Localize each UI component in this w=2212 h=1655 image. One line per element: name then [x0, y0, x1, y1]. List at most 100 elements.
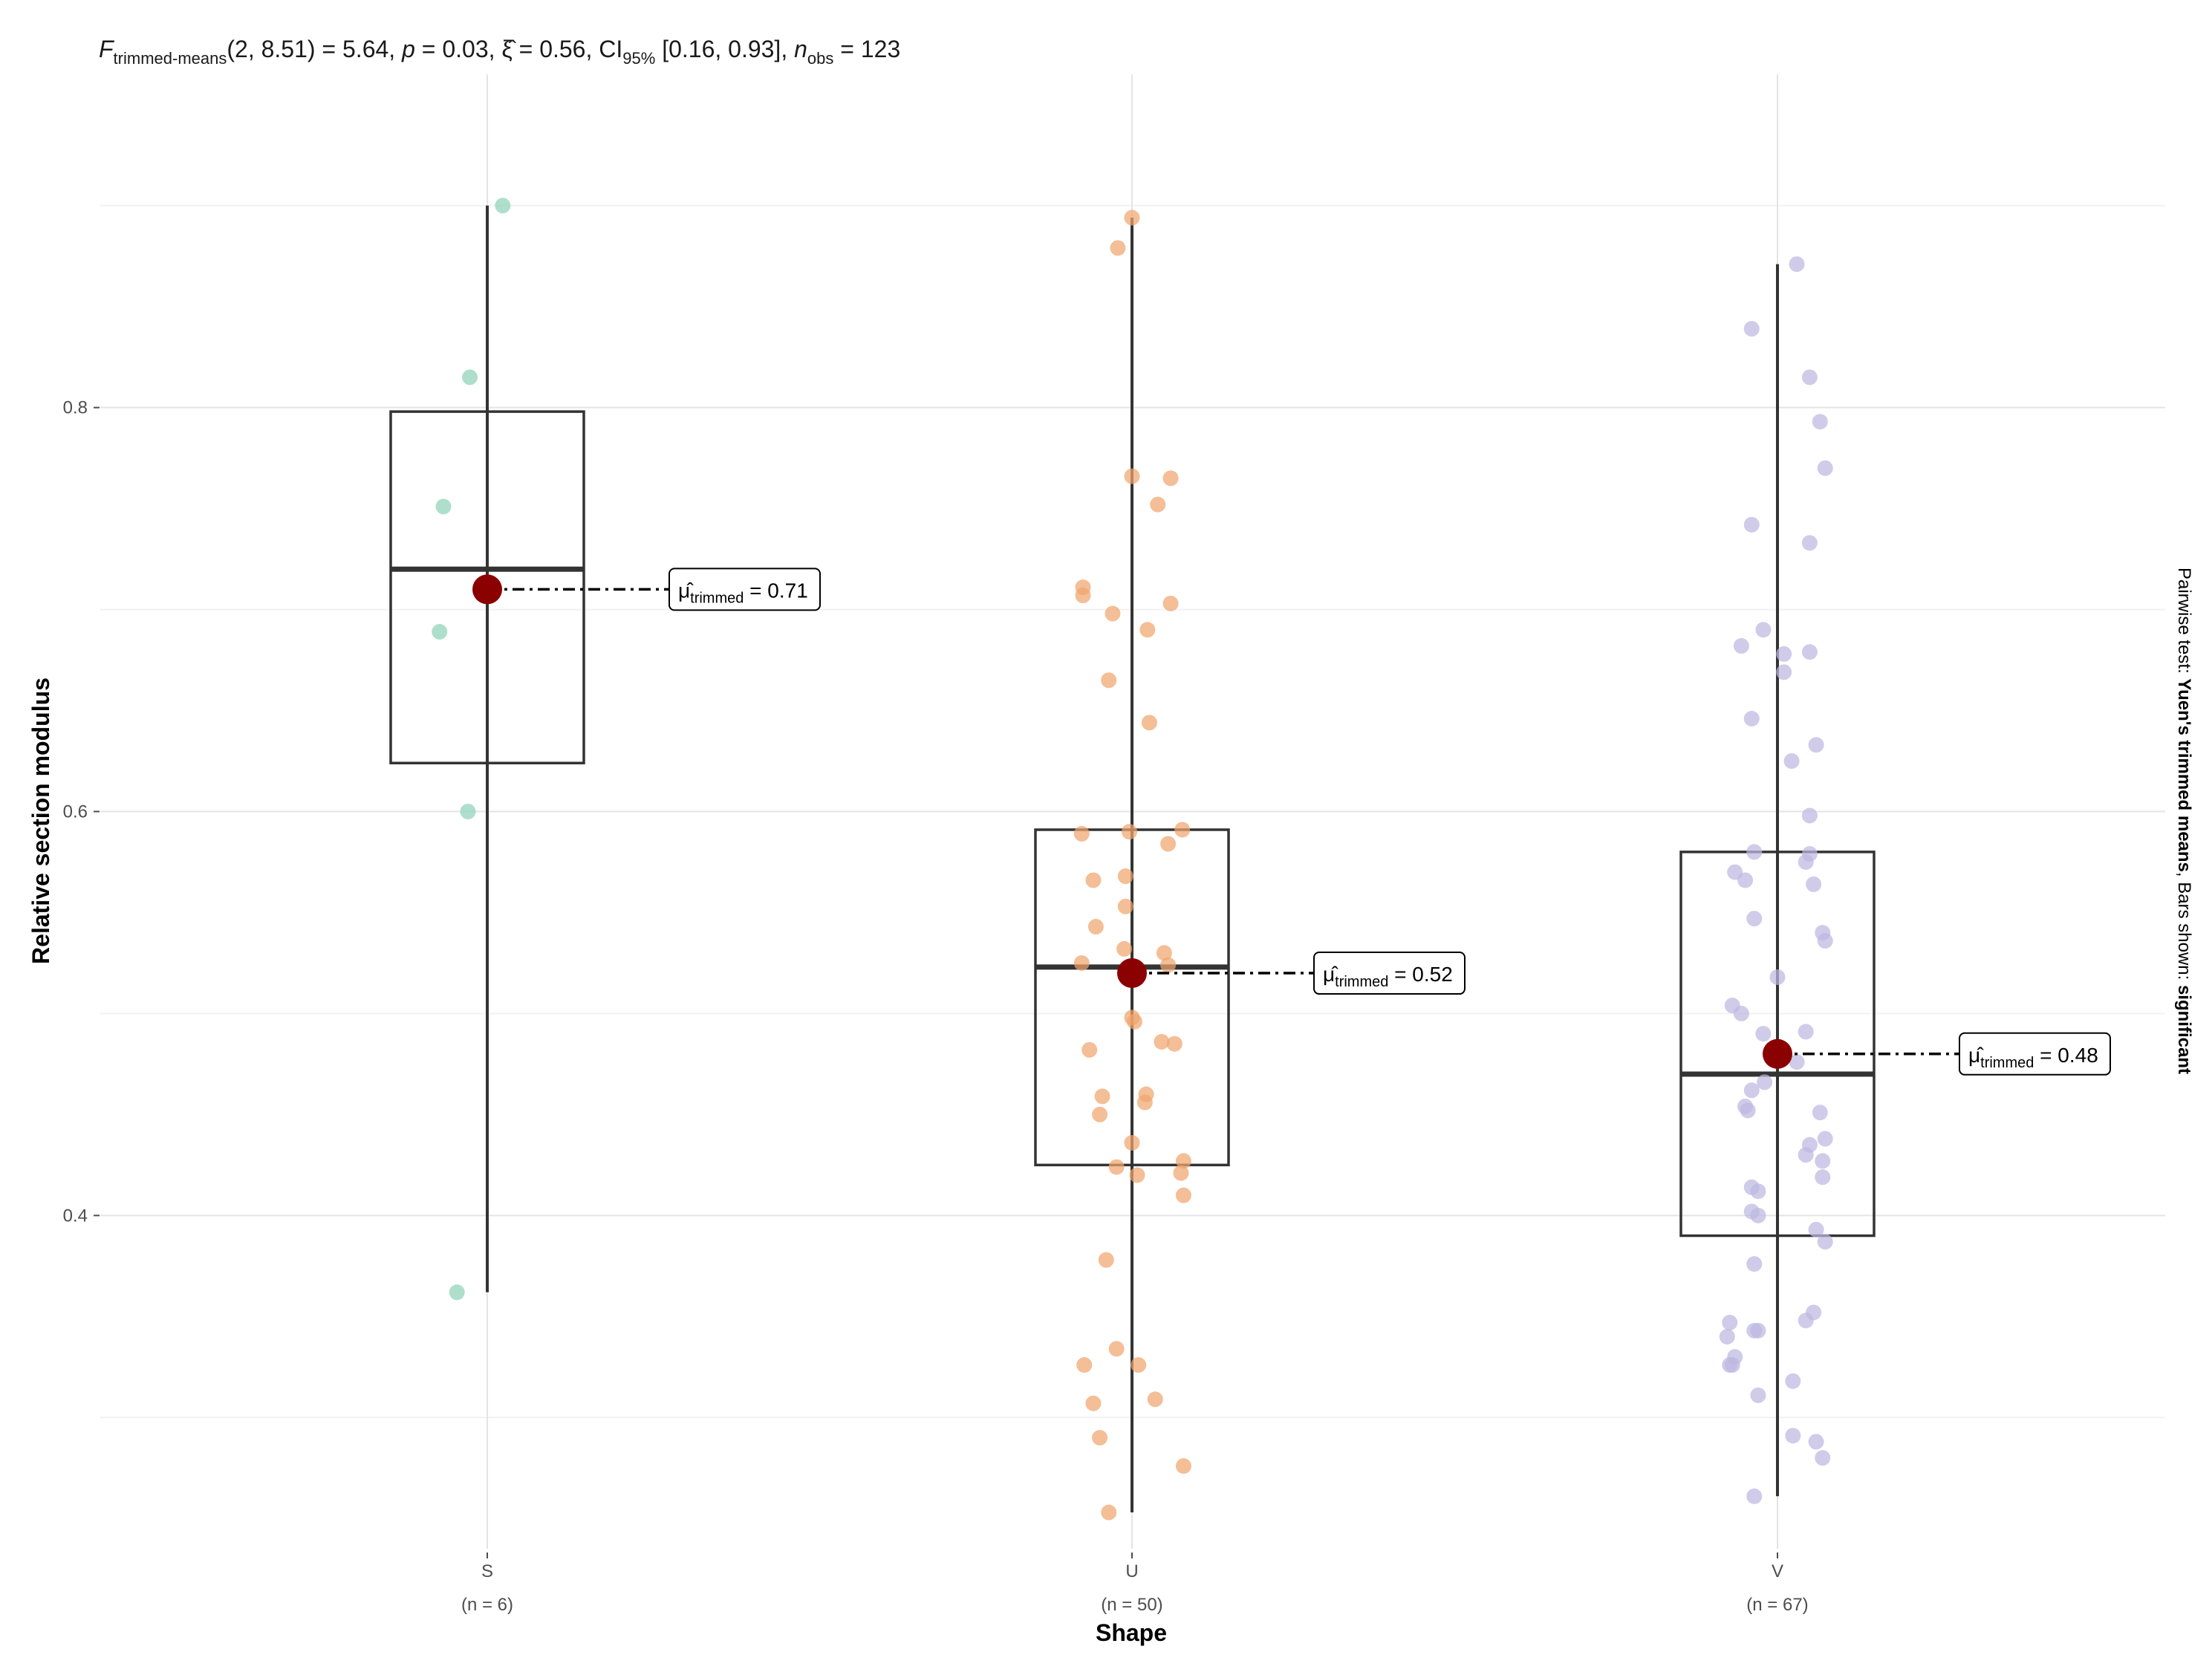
point-V	[1750, 1322, 1766, 1339]
y-tick-label: 0.6	[63, 802, 88, 822]
point-U	[1108, 1341, 1125, 1357]
point-V	[1815, 1169, 1831, 1186]
mean-label-U: μ̂trimmed = 0.52	[1323, 963, 1453, 990]
point-V	[1740, 1102, 1756, 1119]
point-V	[1746, 844, 1763, 860]
title-part3: = 0.56, CI	[513, 36, 623, 62]
title-part1: (2, 8.51) = 5.64,	[227, 36, 402, 62]
point-U	[1122, 824, 1138, 840]
point-U	[1105, 605, 1121, 622]
x-tick-label-V: V	[1772, 1561, 1783, 1581]
point-U	[1110, 240, 1126, 256]
point-V	[1733, 638, 1749, 654]
point-V	[1776, 664, 1792, 680]
point-V	[1798, 853, 1814, 870]
point-S	[462, 369, 478, 386]
point-V	[1733, 1005, 1749, 1021]
point-V	[1789, 256, 1805, 273]
point-U	[1139, 622, 1156, 638]
point-U	[1136, 1094, 1153, 1111]
point-U	[1141, 715, 1157, 731]
x-n-label-U: (n = 50)	[1101, 1595, 1162, 1615]
point-U	[1175, 1458, 1191, 1474]
point-V	[1750, 1207, 1766, 1223]
point-V	[1808, 1434, 1824, 1450]
mean-value: = 0.71	[744, 579, 807, 602]
point-V	[1817, 933, 1833, 949]
mean-label-box-V	[1959, 1032, 2111, 1076]
point-U	[1124, 209, 1140, 226]
point-V	[1737, 872, 1754, 888]
point-V	[1746, 1256, 1763, 1272]
y-axis-title: Relative section modulus	[27, 677, 54, 964]
caption-method: Yuen's trimmed means	[2174, 678, 2194, 871]
point-U	[1147, 1391, 1163, 1408]
point-V	[1798, 1313, 1814, 1329]
pairwise-caption: Pairwise test: Yuen's trimmed means, Bar…	[2174, 568, 2194, 1074]
mean-label-S: μ̂trimmed = 0.71	[678, 579, 808, 606]
point-U	[1124, 1134, 1140, 1151]
point-U	[1117, 868, 1133, 885]
caption-shown: significant	[2174, 985, 2194, 1074]
point-V	[1815, 1153, 1831, 1169]
point-V	[1817, 1131, 1833, 1147]
point-V	[1808, 737, 1824, 753]
point-U	[1160, 957, 1177, 973]
point-V	[1719, 1328, 1735, 1345]
mean-value: = 0.48	[2034, 1044, 2098, 1067]
box-S	[389, 410, 585, 764]
point-U	[1131, 1357, 1147, 1373]
x-axis-title: Shape	[1096, 1619, 1167, 1646]
chart-title: Ftrimmed-means(2, 8.51) = 5.64, p = 0.03…	[99, 36, 900, 68]
point-U	[1166, 1035, 1183, 1052]
point-V	[1743, 710, 1760, 726]
point-U	[1174, 822, 1191, 838]
point-V	[1812, 414, 1828, 430]
title-p: p	[401, 36, 415, 62]
point-V	[1808, 1221, 1824, 1238]
point-S	[432, 623, 448, 640]
point-U	[1085, 1395, 1102, 1411]
point-layer	[432, 198, 1833, 1521]
point-V	[1789, 1054, 1805, 1070]
point-U	[1108, 1159, 1125, 1175]
point-V	[1750, 1387, 1766, 1403]
point-U	[1092, 1429, 1108, 1446]
caption-mid: , Bars shown:	[2174, 872, 2194, 985]
point-V	[1755, 1026, 1772, 1042]
title-part5: = 123	[833, 36, 900, 62]
point-V	[1785, 1373, 1801, 1389]
mu-subscript: trimmed	[1335, 974, 1388, 990]
point-V	[1743, 321, 1760, 337]
point-U	[1117, 898, 1133, 914]
point-V	[1722, 1314, 1738, 1330]
mean-label-V: μ̂trimmed = 0.48	[1968, 1044, 2098, 1071]
point-V	[1798, 1024, 1814, 1040]
point-U	[1085, 872, 1102, 888]
point-U	[1081, 1041, 1098, 1058]
mu-symbol: μ̂	[1968, 1044, 1984, 1067]
point-U	[1073, 955, 1090, 971]
title-part4: [0.16, 0.93],	[655, 36, 794, 62]
mean-label-box-S	[669, 568, 821, 611]
point-U	[1162, 595, 1179, 611]
mean-layer: μ̂trimmed = 0.71μ̂trimmed = 0.52μ̂trimme…	[472, 568, 2111, 1076]
point-U	[1087, 918, 1104, 934]
point-U	[1173, 1165, 1189, 1181]
title-ci-sub: 95%	[622, 49, 655, 68]
point-V	[1755, 622, 1772, 638]
point-V	[1743, 1082, 1760, 1099]
point-S	[435, 498, 452, 515]
point-S	[449, 1284, 465, 1301]
point-V	[1801, 369, 1818, 386]
mu-subscript: trimmed	[690, 590, 744, 606]
point-U	[1129, 1167, 1145, 1183]
point-U	[1116, 940, 1133, 957]
point-U	[1126, 1013, 1142, 1030]
mu-symbol: μ̂	[1323, 963, 1338, 986]
point-U	[1154, 1033, 1170, 1050]
point-V	[1801, 535, 1818, 551]
x-tick-label-U: U	[1125, 1561, 1138, 1581]
title-f-sub: trimmed-means	[114, 49, 227, 68]
